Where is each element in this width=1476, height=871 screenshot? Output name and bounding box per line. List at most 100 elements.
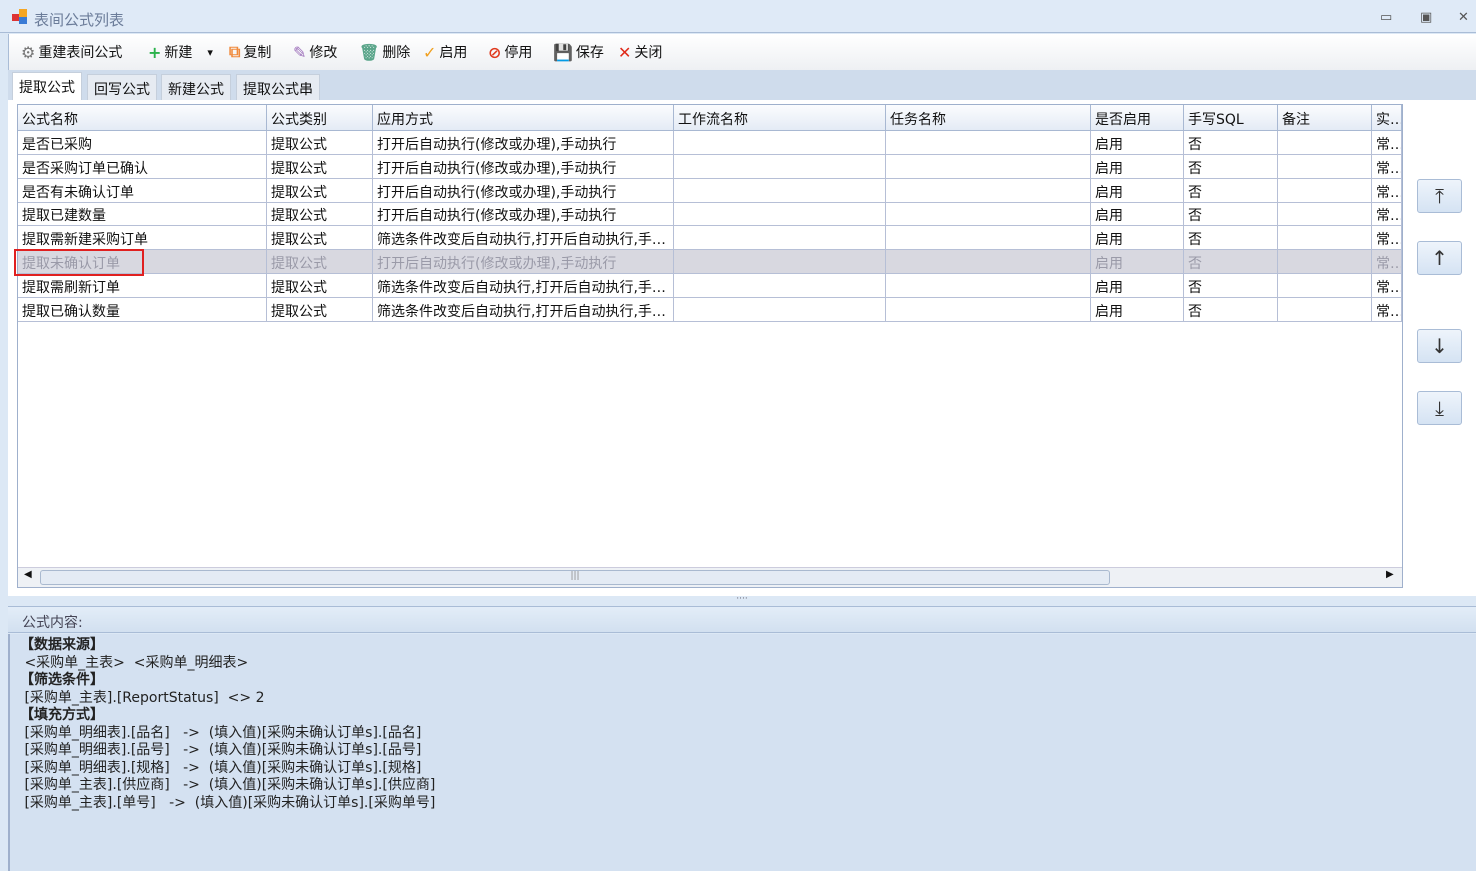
minimize-button[interactable]: ▭ [1380, 10, 1393, 25]
column-header[interactable]: 工作流名称 [674, 105, 886, 131]
tab-0[interactable]: 提取公式 [12, 72, 82, 100]
table-cell [1278, 131, 1372, 155]
table-cell: 否 [1184, 297, 1278, 322]
column-header[interactable]: 备注 [1278, 105, 1372, 131]
close-icon: ✕ [618, 42, 632, 62]
table-row[interactable]: 提取已建数量 提取公式 打开后自动执行(修改或办理),手动执行 启用否 常规 [18, 202, 1402, 227]
toolbar-label: 关闭 [634, 45, 663, 61]
table-cell: 常规 [1372, 250, 1402, 274]
scroll-left-icon[interactable]: ◀ [24, 569, 32, 580]
table-cell: 提取已确认数量 [18, 297, 267, 322]
table-cell: 打开后自动执行(修改或办理),手动执行 [373, 202, 674, 227]
toolbar-button-8[interactable]: ✕ 关闭 [618, 42, 662, 62]
column-header[interactable]: 是否启用 [1091, 105, 1184, 131]
content-header: 公式内容: [8, 606, 1476, 633]
toolbar-button-1[interactable]: + 新建 ▾ [148, 42, 213, 62]
table-cell: 启用 [1091, 250, 1184, 274]
title-bar: 表间公式列表 ▭ ▣ ✕ [0, 0, 1476, 33]
table-cell [674, 202, 886, 227]
table-cell [1278, 273, 1372, 298]
table-cell: 提取需刷新订单 [18, 273, 267, 298]
tab-1[interactable]: 回写公式 [87, 74, 157, 100]
scrollbar-thumb[interactable]: ||| [40, 570, 1110, 585]
table-cell: 常规 [1372, 226, 1402, 251]
move-up-button[interactable]: ↑ [1417, 241, 1462, 275]
table-row[interactable]: 是否已采购 提取公式 打开后自动执行(修改或办理),手动执行 启用否 常规 [18, 131, 1402, 155]
gear-icon: ⚙ [21, 42, 36, 62]
toolbar-label: 修改 [309, 45, 338, 61]
table-row[interactable]: 提取已确认数量 提取公式 筛选条件改变后自动执行,打开后自动执行,手动执行 启用否 常规 [18, 297, 1402, 322]
table-cell [1278, 250, 1372, 274]
column-header[interactable]: 应用方式 [373, 105, 674, 131]
table-cell [886, 226, 1091, 251]
table-cell [886, 154, 1091, 179]
move-top-button[interactable]: ⤒ [1417, 179, 1462, 213]
table-row[interactable]: 是否有未确认订单 提取公式 打开后自动执行(修改或办理),手动执行 启用否 常规 [18, 178, 1402, 203]
horizontal-scrollbar[interactable]: ◀ ||| ▶ [18, 567, 1402, 587]
splitter[interactable]: ···· [8, 595, 1476, 605]
table-cell: 筛选条件改变后自动执行,打开后自动执行,手动执行 [373, 273, 674, 298]
dropdown-arrow-icon[interactable]: ▾ [207, 45, 213, 59]
window-title: 表间公式列表 [34, 11, 125, 29]
formula-table: 公式名称 公式类别 应用方式 工作流名称 任务名称 是否启用 手写SQL 备注 实现 是否已采购提… [17, 104, 1403, 588]
table-cell: 启用 [1091, 178, 1184, 203]
table-cell: 提取公式 [267, 154, 373, 179]
toolbar-button-6[interactable]: ⊘ 停用 [488, 42, 532, 62]
table-cell: 提取公式 [267, 178, 373, 203]
column-header[interactable]: 实现 [1372, 105, 1402, 131]
table-cell [674, 178, 886, 203]
move-down-button[interactable]: ↓ [1417, 329, 1462, 363]
column-header[interactable]: 任务名称 [886, 105, 1091, 131]
pencil-icon: ✎ [293, 42, 307, 62]
table-cell: 否 [1184, 131, 1278, 155]
toolbar-button-3[interactable]: ✎ 修改 [293, 42, 337, 62]
close-window-button[interactable]: ✕ [1458, 10, 1469, 25]
check-icon: ✓ [423, 42, 437, 62]
toolbar-button-7[interactable]: 💾 保存 [553, 42, 604, 62]
table-cell [886, 297, 1091, 322]
move-down-icon: ↓ [1431, 334, 1448, 358]
toolbar-button-5[interactable]: ✓ 启用 [423, 42, 467, 62]
ban-icon: ⊘ [488, 42, 502, 62]
move-bottom-button[interactable]: ⤓ [1417, 391, 1462, 425]
table-cell [886, 131, 1091, 155]
scroll-right-icon[interactable]: ▶ [1386, 569, 1394, 580]
table-cell [886, 178, 1091, 203]
toolbar-label: 重建表间公式 [38, 45, 123, 61]
table-cell: 提取公式 [267, 273, 373, 298]
table-cell [1278, 226, 1372, 251]
table-cell: 提取公式 [267, 250, 373, 274]
table-cell [886, 250, 1091, 274]
toolbar-label: 新建 [164, 45, 193, 61]
table-cell: 提取需新建采购订单 [18, 226, 267, 251]
toolbar-button-0[interactable]: ⚙ 重建表间公式 [21, 42, 122, 62]
table-cell: 筛选条件改变后自动执行,打开后自动执行,手动执行 [373, 297, 674, 322]
table-row[interactable]: 是否采购订单已确认 提取公式 打开后自动执行(修改或办理),手动执行 启用否 常规 [18, 154, 1402, 179]
table-cell [674, 131, 886, 155]
column-header[interactable]: 公式类别 [267, 105, 373, 131]
table-cell [674, 154, 886, 179]
toolbar-button-2[interactable]: ⧉ 复制 [229, 42, 271, 62]
table-row[interactable]: 提取需新建采购订单 提取公式 筛选条件改变后自动执行,打开后自动执行,手动执行 启用否… [18, 226, 1402, 251]
table-cell: 常规 [1372, 131, 1402, 155]
table-cell: 常规 [1372, 178, 1402, 203]
table-cell: 打开后自动执行(修改或办理),手动执行 [373, 250, 674, 274]
content-line: [采购单_明细表].[规格] -> (填入值)[采购未确认订单s].[规格] [20, 759, 422, 776]
table-row[interactable]: 提取需刷新订单 提取公式 筛选条件改变后自动执行,打开后自动执行,手动执行 启用否 常规 [18, 273, 1402, 298]
table-cell: 启用 [1091, 131, 1184, 155]
toolbar-label: 复制 [243, 45, 272, 61]
toolbar-button-4[interactable]: 🗑 删除 [359, 42, 410, 62]
tab-2[interactable]: 新建公式 [161, 74, 231, 100]
tab-3[interactable]: 提取公式串 [236, 74, 320, 100]
table-cell: 提取公式 [267, 297, 373, 322]
column-header[interactable]: 手写SQL [1184, 105, 1278, 131]
table-row[interactable]: 提取未确认订单 提取公式 打开后自动执行(修改或办理),手动执行 启用否 常规 [18, 250, 1402, 274]
maximize-button[interactable]: ▣ [1420, 10, 1433, 25]
column-header[interactable]: 公式名称 [18, 105, 267, 131]
table-cell: 是否采购订单已确认 [18, 154, 267, 179]
copy-icon: ⧉ [229, 42, 241, 61]
table-cell: 筛选条件改变后自动执行,打开后自动执行,手动执行 [373, 226, 674, 251]
formula-content[interactable]: 【数据来源】 <采购单_主表> <采购单_明细表> 【筛选条件】 [采购单_主表]… [8, 634, 1476, 871]
content-line: [采购单_主表].[供应商] -> (填入值)[采购未确认订单s].[供应商] [20, 777, 436, 793]
plus-icon: + [148, 42, 162, 62]
